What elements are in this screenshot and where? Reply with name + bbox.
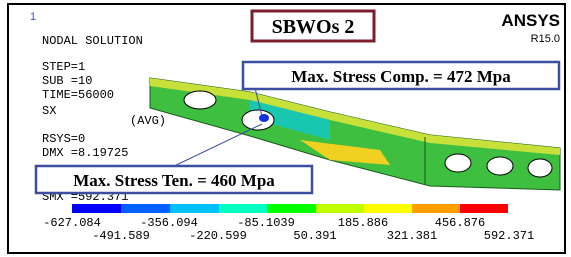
legend-label: -356.094 [140,216,198,230]
model-label: SBWOs 2 [272,16,355,38]
param: TIME=56000 [42,88,114,102]
version: R15.0 [531,33,560,45]
screenshot: 1 NODAL SOLUTION STEP=1SUB =10TIME=56000… [0,0,571,257]
colorbar [72,204,508,213]
solution-title: NODAL SOLUTION [42,34,143,48]
legend-label: 50.391 [293,229,336,243]
brand: ANSYS [501,11,560,30]
param: (AVG) [130,114,166,128]
legend-label: 185.886 [338,216,388,230]
param: DMX =8.19725 [42,146,128,160]
legend-label: -491.589 [92,229,150,243]
param: RSYS=0 [42,132,85,146]
param: SUB =10 [42,74,92,88]
legend-label: -627.084 [43,216,101,230]
ten-label: Max. Stress Ten. = 460 Mpa [73,171,275,190]
legend-label: 592.371 [484,229,534,243]
id-marker: 1 [30,11,36,23]
comp-label: Max. Stress Comp. = 472 Mpa [291,67,511,86]
legend-label: 321.381 [387,229,437,243]
param: STEP=1 [42,60,85,74]
legend-label: -220.599 [189,229,247,243]
param: SX [42,104,56,118]
legend-label: -85.1039 [237,216,295,230]
legend-label: 456.876 [435,216,485,230]
